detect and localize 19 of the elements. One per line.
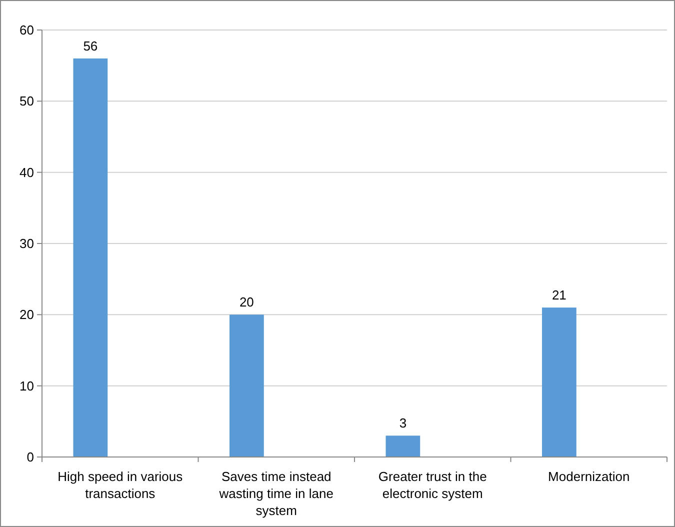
x-tick-label: Modernization — [548, 469, 630, 484]
y-tick-label: 60 — [20, 22, 34, 38]
y-tick-label: 10 — [20, 378, 34, 394]
bar — [73, 58, 108, 457]
y-tick-label: 30 — [20, 236, 34, 252]
y-tick-label: 0 — [26, 450, 34, 465]
data-label: 56 — [83, 38, 98, 54]
x-tick-label: Saves time instead wasting time in lane system — [218, 469, 334, 518]
y-tick-label: 20 — [20, 307, 34, 322]
bar — [230, 314, 264, 457]
y-tick-label: 40 — [20, 164, 34, 180]
data-label: 20 — [239, 294, 254, 310]
data-label: 21 — [552, 288, 566, 303]
bar — [542, 308, 576, 457]
x-tick-label: Greater trust in the electronic system — [378, 469, 487, 501]
data-label: 3 — [399, 416, 407, 431]
x-tick-label: High speed in various transactions — [58, 469, 184, 501]
bar — [386, 436, 420, 457]
y-tick-label: 50 — [20, 94, 34, 109]
